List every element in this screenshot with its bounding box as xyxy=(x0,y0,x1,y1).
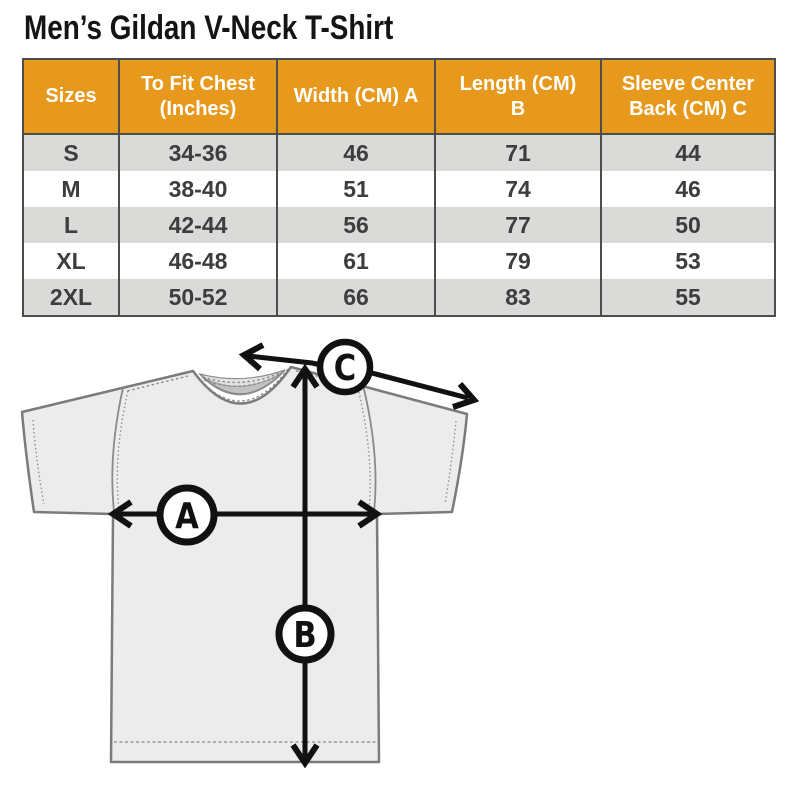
col-header-sleeve: Sleeve Center Back (CM) C xyxy=(600,59,776,135)
sleeve-cell: 44 xyxy=(600,134,776,171)
size-cell: S xyxy=(22,134,120,171)
table-header-row: Sizes To Fit Chest (Inches) Width (CM) A… xyxy=(22,59,776,135)
table-row: S 34-36 46 71 44 xyxy=(22,134,776,171)
measure-a-badge: A xyxy=(156,484,218,546)
col-header-chest: To Fit Chest (Inches) xyxy=(118,59,278,135)
table-row: XL 46-48 61 79 53 xyxy=(22,243,776,279)
width-cell: 56 xyxy=(276,207,436,243)
col-header-sizes: Sizes xyxy=(22,59,120,135)
width-cell: 61 xyxy=(276,243,436,279)
width-cell: 51 xyxy=(276,171,436,207)
table-row: L 42-44 56 77 50 xyxy=(22,207,776,243)
size-table: Sizes To Fit Chest (Inches) Width (CM) A… xyxy=(22,58,776,317)
measure-c-badge: C xyxy=(316,338,374,396)
armhole-seams xyxy=(111,384,377,513)
measure-b-badge: B xyxy=(275,604,335,664)
length-cell: 79 xyxy=(434,243,602,279)
width-cell: 46 xyxy=(276,134,436,171)
measure-a-label: A xyxy=(175,495,199,537)
length-cell: 74 xyxy=(434,171,602,207)
chest-cell: 34-36 xyxy=(118,134,278,171)
chest-cell: 50-52 xyxy=(118,279,278,316)
measure-c-label: C xyxy=(334,347,356,389)
sleeve-cell: 55 xyxy=(600,279,776,316)
measure-b-label: B xyxy=(293,614,316,656)
sleeve-cell: 53 xyxy=(600,243,776,279)
table-row: 2XL 50-52 66 83 55 xyxy=(22,279,776,316)
length-arrow xyxy=(290,363,320,769)
tshirt-outline xyxy=(20,365,469,764)
chest-cell: 42-44 xyxy=(118,207,278,243)
length-cell: 77 xyxy=(434,207,602,243)
width-cell: 66 xyxy=(276,279,436,316)
size-cell: XL xyxy=(22,243,120,279)
sleeve-cell: 46 xyxy=(600,171,776,207)
size-cell: L xyxy=(22,207,120,243)
page-title: Men’s Gildan V-Neck T-Shirt xyxy=(24,9,394,47)
chest-cell: 38-40 xyxy=(118,171,278,207)
size-cell: 2XL xyxy=(22,279,120,316)
tshirt-measurement-diagram: A B C xyxy=(20,338,480,769)
table-row: M 38-40 51 74 46 xyxy=(22,171,776,207)
size-cell: M xyxy=(22,171,120,207)
length-cell: 83 xyxy=(434,279,602,316)
col-header-width: Width (CM) A xyxy=(276,59,436,135)
length-cell: 71 xyxy=(434,134,602,171)
chest-cell: 46-48 xyxy=(118,243,278,279)
col-header-length: Length (CM) B xyxy=(434,59,602,135)
sleeve-cell: 50 xyxy=(600,207,776,243)
